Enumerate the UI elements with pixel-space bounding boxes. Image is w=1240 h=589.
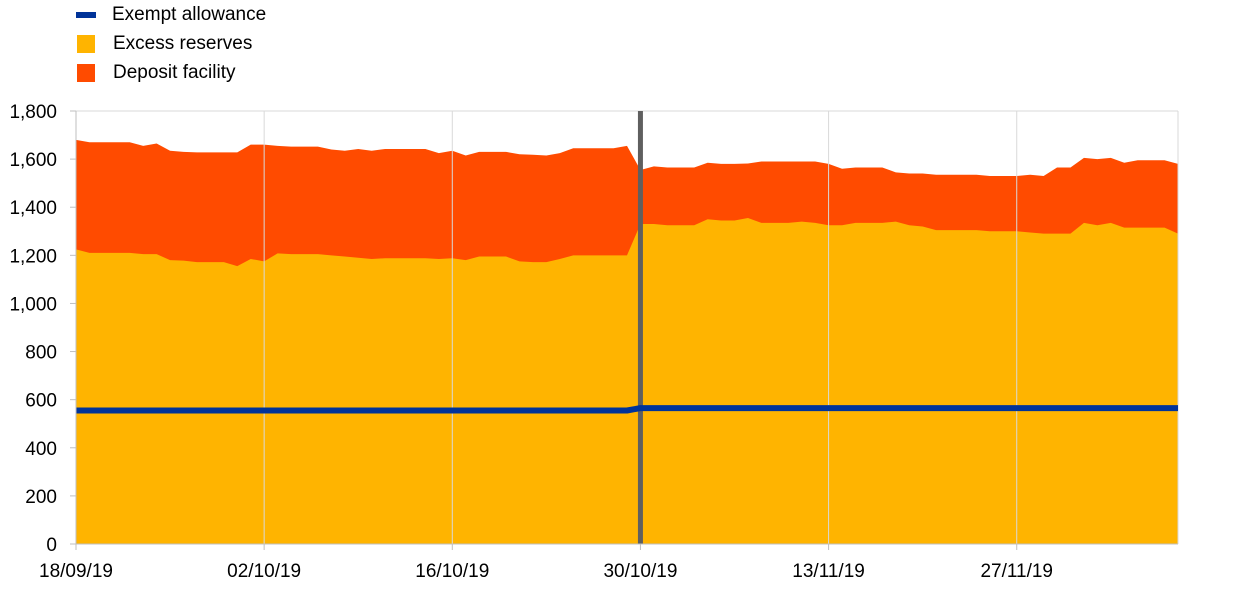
y-tick-label: 800: [25, 343, 57, 364]
legend-swatch-exempt-allowance: [76, 11, 96, 18]
x-tick-label: 16/10/19: [415, 561, 489, 582]
area-excess-reserves: [76, 218, 1178, 545]
tick-labels: 0 200 400 600 800 1,000 1,200 1,400 1,600 1,800 18…: [9, 102, 1053, 582]
plot-areas: [76, 139, 1178, 545]
grid-lines: [75, 110, 1179, 544]
x-tick-label: 13/11/19: [792, 561, 865, 582]
y-tick-label: 1,400: [9, 198, 57, 219]
legend-swatch-deposit-facility: [77, 63, 95, 82]
axes: [70, 110, 1178, 550]
y-tick-label: 1,800: [9, 102, 57, 123]
legend-item-excess-reserves: Excess reserves: [76, 29, 266, 58]
x-tick-label: 27/11/19: [980, 561, 1053, 582]
legend-label-exempt-allowance: Exempt allowance: [112, 3, 267, 25]
legend-item-exempt-allowance: Exempt allowance: [76, 0, 266, 29]
legend-label-deposit-facility: Deposit facility: [113, 61, 236, 83]
x-tick-label: 18/09/19: [39, 561, 113, 582]
series-lines: [76, 405, 1178, 414]
legend-swatch-excess-reserves: [77, 34, 95, 53]
chart-legend: Exempt allowance Excess reserves Deposit…: [76, 0, 266, 87]
y-tick-label: 600: [25, 391, 57, 412]
line-exempt-allowance: [76, 405, 1178, 414]
legend-label-excess-reserves: Excess reserves: [113, 32, 253, 54]
legend-item-deposit-facility: Deposit facility: [76, 58, 266, 87]
y-tick-label: 1,600: [9, 150, 57, 171]
y-tick-label: 1,000: [9, 294, 57, 315]
x-tick-label: 30/10/19: [603, 561, 677, 582]
y-tick-label: 1,200: [9, 246, 57, 267]
y-tick-label: 200: [25, 487, 57, 508]
y-tick-label: 400: [25, 439, 57, 460]
y-tick-label: 0: [46, 535, 57, 556]
x-tick-label: 02/10/19: [227, 561, 301, 582]
